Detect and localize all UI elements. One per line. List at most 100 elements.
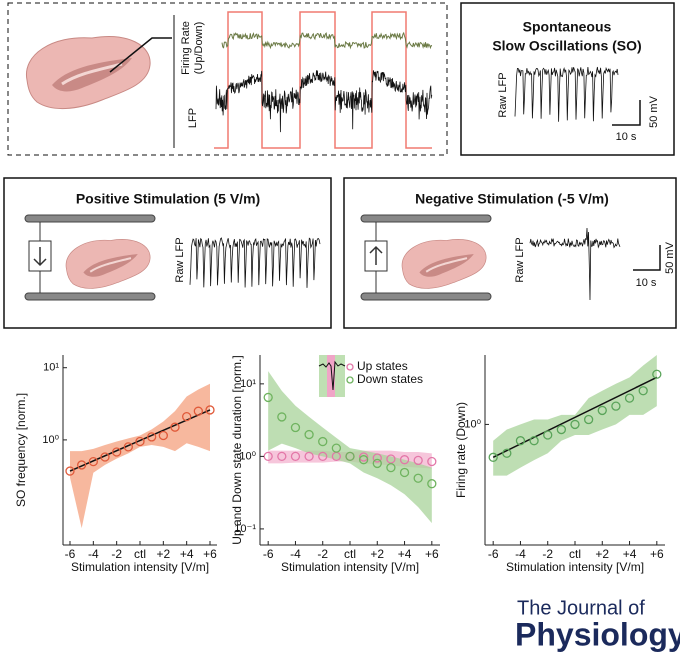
electrode	[360, 292, 492, 301]
y-axis-label: Firing rate (Down)	[454, 402, 468, 498]
firing-rate-label: Firing Rate	[180, 21, 192, 75]
positive-frame	[3, 177, 332, 329]
y-tick-label: 10¹	[240, 378, 256, 390]
journal-name: The Journal of	[517, 597, 645, 619]
mean-marker	[502, 448, 512, 458]
brain-icon	[24, 35, 152, 111]
mean-marker	[488, 452, 498, 462]
pointer	[109, 37, 172, 73]
fit-line	[492, 376, 658, 458]
electrode	[24, 292, 156, 301]
trace-label: Raw LFP	[174, 237, 186, 282]
brain-icon	[401, 238, 488, 290]
mean-marker	[399, 455, 410, 465]
arrow	[369, 245, 383, 265]
mean-marker	[543, 430, 553, 440]
mean-marker	[358, 452, 369, 462]
panel-title: Positive Stimulation (5 V/m)	[76, 191, 260, 207]
y-axis-label: Up and Down state duration [norm.]	[230, 355, 244, 544]
x-tick-label: +4	[623, 547, 637, 561]
panel-title: Slow Oscillations (SO)	[492, 38, 641, 54]
x-tick-label: -6	[488, 547, 499, 561]
mean-marker	[413, 473, 423, 483]
mean-marker	[290, 422, 301, 433]
x-tick-label: +6	[203, 547, 217, 561]
mean-marker	[147, 432, 157, 442]
trace-label: Raw LFP	[514, 237, 526, 282]
mean-marker	[556, 424, 567, 435]
mean-marker	[77, 460, 87, 470]
scale-label: 50 mV	[664, 241, 676, 273]
lfp-trace	[215, 70, 433, 133]
electrode	[24, 214, 156, 223]
mean-marker	[304, 451, 314, 462]
mean-marker	[290, 451, 301, 462]
y-axis-label: SO frequency [norm.]	[14, 393, 28, 507]
legend-label: Up states	[357, 359, 408, 373]
mean-marker	[263, 392, 273, 403]
x-tick-label: -6	[263, 547, 274, 561]
mean-marker	[345, 451, 355, 462]
mean-marker	[611, 401, 621, 411]
mean-marker	[318, 436, 328, 447]
y-tick-label: 10⁰	[464, 418, 481, 430]
mean-marker	[88, 456, 98, 467]
mean-marker	[583, 414, 594, 425]
band	[70, 383, 210, 529]
mean-marker	[372, 453, 382, 463]
mean-marker	[135, 436, 145, 447]
scale-label: 10 s	[636, 277, 657, 289]
y-tick-label: 10¹	[43, 362, 59, 374]
x-tick-label: +6	[650, 547, 664, 561]
x-axis-label: Stimulation intensity [V/m]	[71, 560, 209, 574]
mean-marker	[263, 451, 273, 462]
negative-frame	[343, 177, 677, 329]
mean-marker	[570, 419, 580, 430]
y-tick-label: 10⁰	[239, 450, 256, 462]
mean-marker	[515, 436, 526, 446]
brain-icon	[65, 238, 152, 290]
mean-marker	[182, 411, 192, 422]
trace-label: Raw LFP	[497, 72, 509, 117]
mean-marker	[427, 456, 437, 467]
mean-marker	[427, 479, 437, 489]
lfp-trace	[514, 66, 619, 122]
lfp-label: LFP	[187, 108, 199, 128]
x-tick-label: -4	[88, 547, 99, 561]
x-tick-label: -4	[515, 547, 526, 561]
electrode	[360, 214, 492, 223]
x-axis-label: Stimulation intensity [V/m]	[281, 560, 419, 574]
mean-marker	[529, 436, 539, 446]
legend-marker	[346, 376, 354, 384]
y-tick-label: 10⁻¹	[234, 523, 256, 535]
mean-marker	[170, 422, 180, 432]
x-tick-label: +2	[156, 547, 170, 561]
x-tick-label: -2	[111, 547, 122, 561]
panel-title: Negative Stimulation (-5 V/m)	[415, 191, 609, 207]
x-tick-label: ctl	[134, 547, 146, 561]
x-tick-label: -4	[290, 547, 301, 561]
mean-marker	[318, 451, 328, 462]
panel-title: Spontaneous	[523, 19, 612, 35]
mean-marker	[112, 447, 122, 457]
mean-marker	[158, 430, 168, 441]
x-tick-label: ctl	[569, 547, 581, 561]
overview-frame	[7, 2, 448, 156]
x-tick-label: +2	[595, 547, 609, 561]
state-indicator	[214, 11, 432, 149]
journal-name: Physiology	[515, 616, 680, 652]
band	[268, 371, 432, 524]
scale-bar	[633, 245, 661, 271]
x-tick-label: -6	[65, 547, 76, 561]
mean-marker	[65, 466, 75, 476]
inset-trace	[318, 360, 346, 391]
mean-marker	[205, 405, 215, 415]
mean-marker	[372, 458, 382, 469]
mean-marker	[597, 405, 607, 416]
mean-marker	[193, 406, 203, 416]
mean-marker	[358, 455, 369, 465]
inset-band	[327, 355, 335, 397]
mean-marker	[331, 443, 342, 453]
band	[493, 355, 657, 476]
